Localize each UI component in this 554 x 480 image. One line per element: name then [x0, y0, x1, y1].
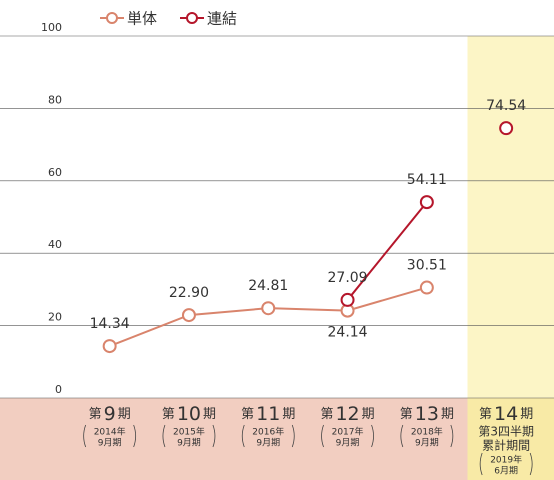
value-label: 27.09 [328, 270, 368, 286]
cat-suffix: 期 [362, 407, 375, 422]
marker [102, 339, 117, 354]
cat-prefix: 第 [241, 407, 254, 422]
cat-suffix: 期 [441, 407, 454, 422]
y-tick-label: 0 [55, 383, 62, 396]
cat-suffix: 期 [203, 407, 216, 422]
x-tick-label: 第 10 期 [162, 403, 216, 425]
paren [479, 452, 533, 476]
x-tick-label: 第 13 期 [400, 403, 454, 425]
cat-number: 14 [494, 403, 518, 425]
category-band [0, 398, 554, 480]
marker [419, 280, 434, 295]
cat-period: 2016年 [252, 426, 284, 438]
x-tick-label: 第 12 期 [320, 403, 374, 425]
cat-period: 2019年 [490, 454, 522, 466]
legend-marker [186, 12, 198, 24]
y-tick-label: 20 [48, 311, 62, 324]
cat-prefix: 第 [400, 407, 413, 422]
cat-suffix: 期 [282, 407, 295, 422]
marker [181, 308, 196, 323]
legend-label: 単体 [127, 10, 157, 28]
cat-prefix: 第 [479, 407, 492, 422]
cat-period: 9月期 [415, 438, 439, 449]
cat-suffix: 期 [520, 407, 533, 422]
legend-label: 連結 [207, 10, 237, 28]
marker [499, 121, 514, 136]
cat-number: 12 [335, 403, 359, 425]
paren [241, 424, 295, 448]
paren [83, 424, 137, 448]
y-tick-label: 60 [48, 166, 62, 179]
cat-note: 累計期間 [482, 438, 530, 453]
cat-period: 2014年 [94, 426, 126, 438]
paren [400, 424, 454, 448]
cat-number: 10 [177, 403, 201, 425]
cat-number: 11 [256, 403, 280, 425]
cat-suffix: 期 [118, 407, 131, 422]
cat-prefix: 第 [89, 407, 102, 422]
value-label: 74.54 [486, 98, 526, 114]
cat-number: 9 [104, 403, 116, 425]
value-label: 54.11 [407, 172, 447, 188]
x-tick-label: 第 11 期 [241, 403, 295, 425]
marker [340, 292, 355, 307]
value-label: 30.51 [407, 258, 447, 274]
cat-period: 2015年 [173, 426, 205, 438]
value-label: 24.81 [248, 278, 288, 294]
x-tick-label: 第 14 期 [479, 403, 533, 425]
cat-note: 第3四半期 [478, 425, 534, 439]
cat-period: 9月期 [256, 438, 280, 449]
value-label: 14.34 [90, 316, 130, 332]
series-line [346, 201, 428, 301]
marker [261, 301, 276, 316]
cat-period: 9月期 [177, 438, 201, 449]
highlight-column [467, 36, 554, 398]
legend-marker [106, 12, 118, 24]
value-label: 24.14 [328, 325, 368, 341]
cat-period: 2017年 [332, 426, 364, 438]
paren [162, 424, 216, 448]
cat-period: 6月期 [494, 466, 518, 477]
cat-period: 9月期 [336, 438, 360, 449]
y-tick-label: 80 [48, 93, 62, 106]
cat-prefix: 第 [320, 407, 333, 422]
y-tick-label: 100 [41, 21, 62, 34]
cat-number: 13 [415, 403, 439, 425]
marker [419, 195, 434, 210]
cat-period: 9月期 [98, 438, 122, 449]
highlight-band [467, 398, 554, 480]
cat-prefix: 第 [162, 407, 175, 422]
value-label: 22.90 [169, 285, 209, 301]
paren [321, 424, 374, 448]
cat-period: 2018年 [411, 426, 443, 438]
y-tick-label: 40 [48, 238, 62, 251]
series-line [109, 286, 428, 348]
